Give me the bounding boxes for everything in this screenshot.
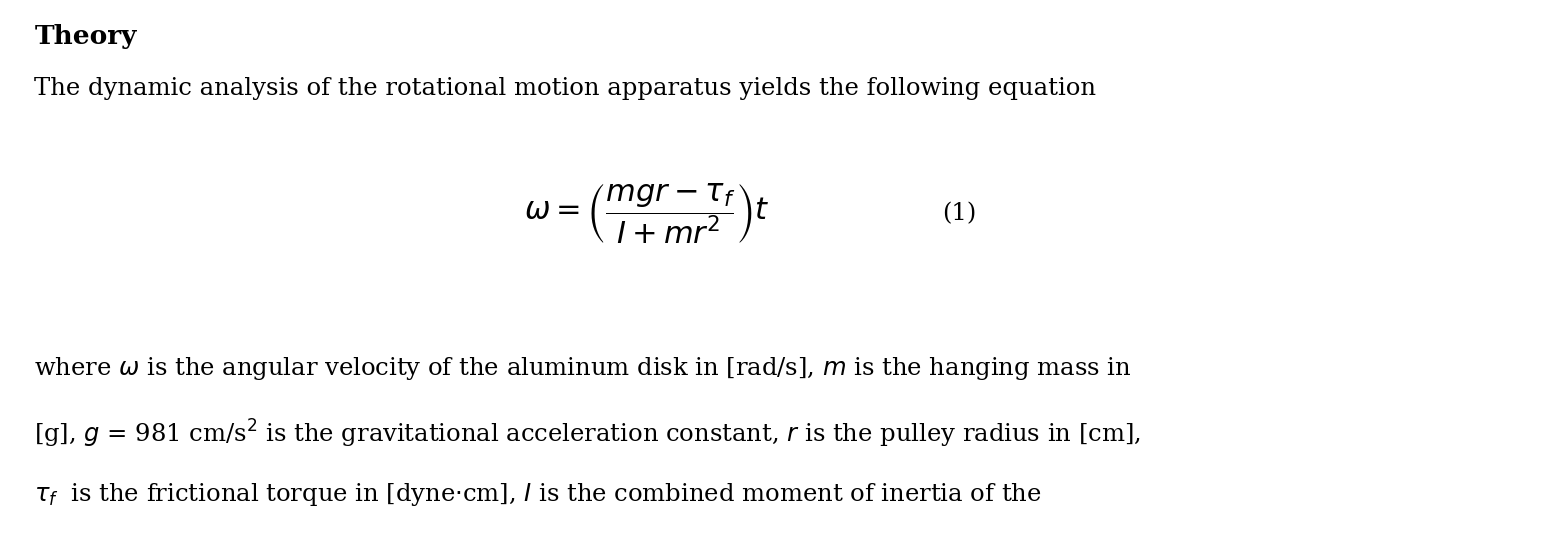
Text: The dynamic analysis of the rotational motion apparatus yields the following equ: The dynamic analysis of the rotational m…	[34, 77, 1097, 100]
Text: (1): (1)	[943, 202, 977, 225]
Text: where $\omega$ is the angular velocity of the aluminum disk in [rad/s], $m$ is t: where $\omega$ is the angular velocity o…	[34, 355, 1131, 382]
Text: $\tau_f$  is the frictional torque in [dyne$\cdot$cm], $I$ is the combined momen: $\tau_f$ is the frictional torque in [dy…	[34, 481, 1042, 508]
Text: Theory: Theory	[34, 24, 137, 49]
Text: $\omega = \left(\dfrac{mgr - \tau_f}{I + mr^2}\right)t$: $\omega = \left(\dfrac{mgr - \tau_f}{I +…	[523, 181, 770, 246]
Text: [g], $g$ = 981 cm/s$^2$ is the gravitational acceleration constant, $r$ is the p: [g], $g$ = 981 cm/s$^2$ is the gravitati…	[34, 418, 1142, 450]
